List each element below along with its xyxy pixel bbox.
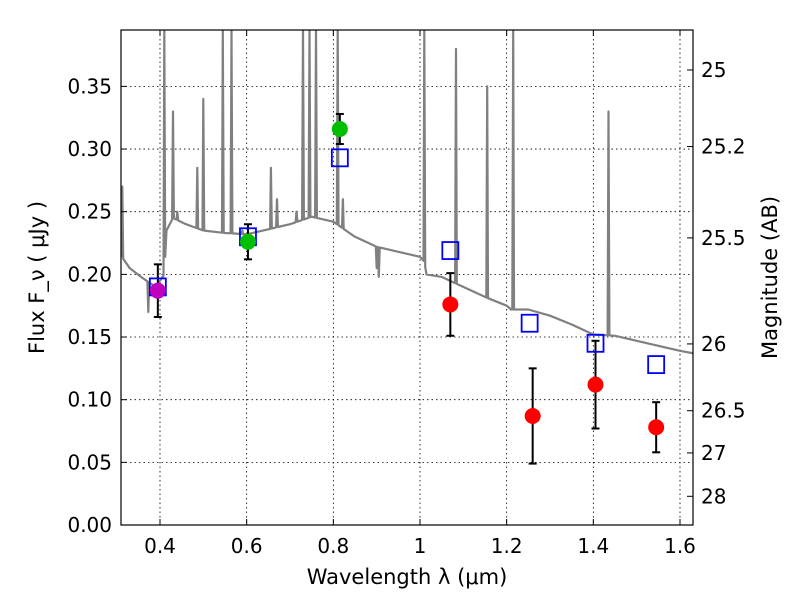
- y-tick-label: 0.05: [67, 450, 112, 474]
- model-square-marker: [586, 333, 605, 353]
- model-square-marker: [520, 313, 539, 333]
- y-tick-label: 0.30: [67, 137, 112, 161]
- model-square-marker: [330, 148, 349, 168]
- observed-point: [442, 296, 459, 313]
- x-tick-label: 1.6: [664, 534, 696, 558]
- right-tick-label: 26: [701, 332, 726, 356]
- spectrum-line: [121, 30, 693, 355]
- y-tick-label: 0.35: [67, 74, 112, 98]
- plot-frame: [120, 29, 694, 526]
- x-tick-label: 0.8: [317, 534, 349, 558]
- observed-point: [331, 121, 348, 137]
- y-tick-label: 0.20: [67, 262, 112, 286]
- markers: [148, 112, 666, 465]
- y-tick-label: 0.10: [67, 388, 112, 412]
- axis-ticks: 0.4 0.6 0.8 1 1.2 1.4 1.6 0.00 0.05 0.10 0.15 0.20 0…: [67, 30, 746, 558]
- observed-point: [524, 407, 541, 424]
- observed-point: [149, 282, 166, 299]
- right-tick-label: 27: [701, 441, 726, 465]
- x-tick-label: 1: [414, 534, 427, 558]
- grid: [121, 30, 693, 526]
- x-tick-label: 1.4: [577, 534, 609, 558]
- y-tick-label: 0.15: [67, 325, 112, 349]
- observed-point: [648, 419, 665, 436]
- y-axis-label: Flux F_ν ( μJy ): [25, 201, 50, 354]
- right-tick-label: 25.2: [701, 135, 746, 159]
- x-tick-label: 1.2: [491, 534, 523, 558]
- model-square-marker: [441, 241, 460, 260]
- spectrum-series: [121, 30, 693, 355]
- x-tick-label: 0.6: [231, 534, 263, 558]
- right-tick-label: 26.5: [701, 399, 746, 423]
- y-tick-label: 0.25: [67, 200, 112, 224]
- observed-point: [587, 376, 604, 393]
- right-axis-label: Magnitude (AB): [758, 196, 782, 359]
- right-tick-label: 25: [701, 58, 726, 82]
- right-tick-label: 28: [701, 484, 726, 508]
- x-axis-label: Wavelength λ (μm): [307, 565, 508, 589]
- observed-point: [239, 233, 256, 250]
- right-tick-label: 25.5: [701, 226, 746, 250]
- y-tick-label: 0.00: [67, 513, 112, 537]
- x-tick-label: 0.4: [144, 534, 176, 558]
- model-square-marker: [647, 355, 666, 374]
